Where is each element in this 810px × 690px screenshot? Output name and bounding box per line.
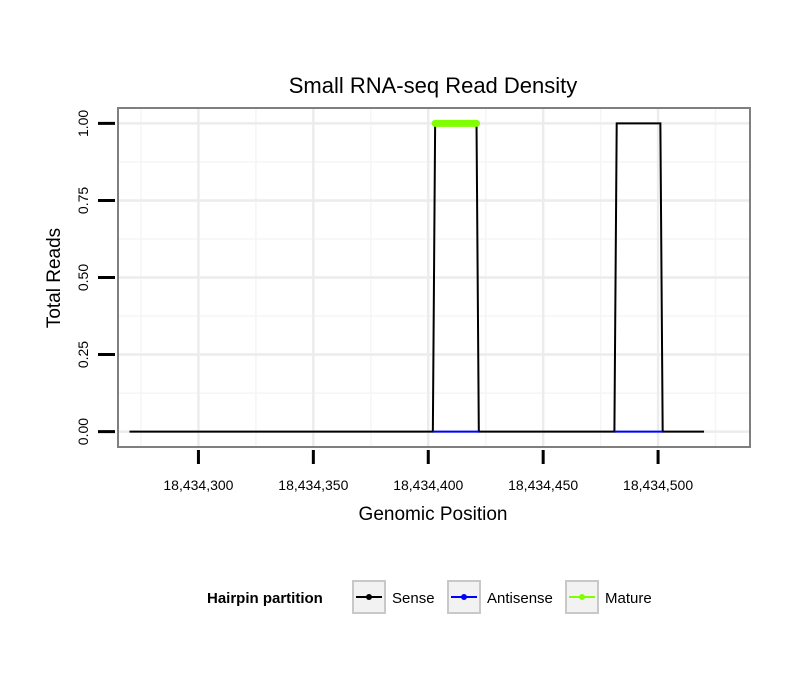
chart-title: Small RNA-seq Read Density (289, 73, 578, 98)
x-tick-label: 18,434,300 (163, 477, 233, 493)
x-tick-label: 18,434,400 (393, 477, 463, 493)
legend-point-sense (366, 594, 372, 600)
series-line-sense (129, 122, 705, 433)
legend-item-mature: Mature (565, 580, 652, 614)
y-tick-label: 0.75 (75, 187, 91, 214)
legend-item-antisense: Antisense (447, 580, 553, 614)
plot-frame (117, 107, 751, 448)
legend-label-antisense: Antisense (487, 590, 553, 607)
y-axis-label: Total Reads (44, 228, 65, 328)
y-tick-label: 0.25 (75, 341, 91, 368)
legend-point-antisense (461, 594, 467, 600)
legend-label-mature: Mature (605, 590, 652, 607)
y-tick-label: 0.00 (75, 418, 91, 445)
legend-title: Hairpin partition (207, 590, 323, 607)
series-layer (129, 119, 705, 433)
y-tick-label: 1.00 (75, 110, 91, 137)
legend-label-sense: Sense (392, 590, 435, 607)
legend-item-sense: Sense (352, 580, 435, 614)
legend: Hairpin partition Sense Antisense Mature (207, 580, 652, 614)
legend-point-mature (579, 594, 585, 600)
x-axis-label: Genomic Position (359, 504, 508, 525)
x-tick-label: 18,434,350 (278, 477, 348, 493)
plot-border (117, 107, 751, 448)
x-tick-label: 18,434,500 (623, 477, 693, 493)
axes: 18,434,300 18,434,350 18,434,400 18,434,450… (75, 110, 693, 493)
y-tick-label: 0.50 (75, 264, 91, 291)
x-tick-label: 18,434,450 (508, 477, 578, 493)
